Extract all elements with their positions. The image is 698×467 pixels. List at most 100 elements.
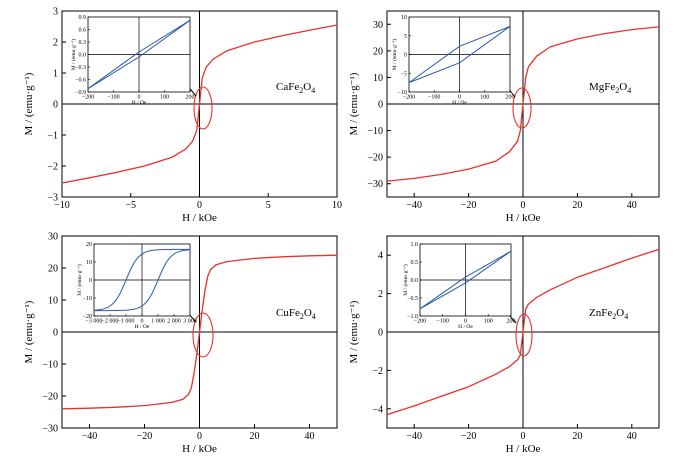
y-axis-label: M / (emu·g⁻¹): [23, 300, 35, 363]
inset-x-tick-label: 100: [160, 95, 169, 101]
y-tick-label: 30: [48, 232, 58, 243]
y-tick-label: 4: [378, 251, 383, 262]
inset-x-tick-label: −200: [414, 319, 426, 325]
inset-x-tick-label: 0: [458, 95, 461, 101]
x-tick-label: 0: [521, 200, 526, 211]
inset-x-tick-label: 200: [186, 95, 195, 101]
x-tick-label: 40: [627, 200, 637, 211]
y-tick-label: 10: [48, 296, 58, 307]
x-tick-label: −20: [461, 431, 477, 442]
inset-loop-ascending: [94, 249, 191, 312]
y-tick-label: 1: [53, 69, 58, 80]
y-tick-label: −2: [372, 366, 383, 377]
x-tick-label: 0: [521, 431, 526, 442]
inset-y-tick-label: −0.5: [407, 296, 418, 302]
highlight-ellipse: [193, 86, 213, 130]
x-tick-label: −10: [54, 200, 70, 211]
x-axis-label: H / kOe: [182, 443, 217, 455]
inset-y-axis-label: M / (emu·g⁻¹): [76, 264, 83, 296]
inset-y-tick-label: −0.3: [75, 65, 86, 71]
inset-y-tick-label: 0.6: [79, 28, 87, 34]
inset-y-tick-label: 0: [404, 53, 407, 59]
x-tick-label: 0: [197, 200, 202, 211]
y-tick-label: −1: [47, 131, 58, 142]
y-axis-label: M / (emu·g⁻¹): [23, 72, 35, 135]
inset-x-tick-label: −200: [403, 95, 415, 101]
inset-x-axis-label: H / Oe: [452, 100, 467, 106]
inset-x-tick-label: −200: [82, 95, 94, 101]
x-tick-label: 0: [197, 431, 202, 442]
inset-y-axis-label: M / (emu·g⁻¹): [70, 39, 77, 71]
x-tick-label: −40: [406, 431, 422, 442]
material-label: CaFe2O4: [276, 81, 315, 95]
x-axis-label: H / kOe: [506, 212, 541, 224]
y-tick-label: 3: [53, 7, 58, 18]
inset-y-tick-label: −0.9: [75, 90, 86, 96]
inset-x-tick-label: 200: [507, 319, 516, 325]
inset-y-tick-label: −20: [83, 314, 92, 320]
y-tick-label: 0: [53, 328, 58, 339]
inset-x-tick-label: −3 000: [86, 319, 103, 325]
y-tick-label: 20: [373, 46, 383, 57]
inset-ZnFe2O4: −200 −100 0 100 200 −1.0 −0.5 0.0 0.5 1.0 H / Oe M …: [402, 242, 516, 330]
inset-x-tick-label: 200: [506, 95, 515, 101]
inset-x-tick-label: 3 000: [183, 319, 197, 325]
x-tick-label: −5: [125, 200, 136, 211]
inset-y-tick-label: 0: [89, 278, 92, 284]
highlight-ellipse: [512, 87, 532, 129]
inset-CuFe2O4: −3 000 −2 000 −1 000 0 1 000 2 000 3 000 −20 −10…: [76, 242, 197, 330]
inset-loop-lower: [419, 250, 512, 310]
x-tick-label: 40: [305, 431, 315, 442]
inset-x-tick-label: 100: [480, 95, 489, 101]
inset-y-tick-label: 20: [86, 242, 92, 248]
inset-x-tick-label: −100: [107, 95, 119, 101]
y-tick-label: −4: [372, 404, 383, 415]
y-tick-label: 20: [48, 264, 58, 275]
y-tick-label: −10: [367, 126, 383, 137]
y-tick-label: −2: [47, 162, 58, 173]
material-label: MgFe2O4: [589, 81, 631, 95]
inset-x-tick-label: −2 000: [102, 319, 119, 325]
inset-loop-upper: [87, 19, 191, 90]
magnetization-curve: [61, 24, 338, 184]
y-tick-label: 0: [378, 328, 383, 339]
material-label: CuFe2O4: [276, 307, 316, 321]
inset-x-axis-label: H / Oe: [458, 324, 473, 330]
inset-x-tick-label: 0: [141, 319, 144, 325]
inset-loop-lower: [87, 19, 191, 90]
panel-CuFe2O4: −40 −20 0 20 40 −30 −20 −10 0 10 20 30 H / kOe M / (e…: [23, 232, 338, 455]
inset-y-tick-label: −5: [401, 71, 407, 77]
inset-x-tick-label: 100: [484, 319, 493, 325]
x-tick-label: 20: [250, 431, 260, 442]
y-tick-label: 30: [373, 20, 383, 31]
inset-loop-upper: [408, 25, 511, 84]
inset-y-tick-label: 0.3: [79, 40, 87, 46]
y-tick-label: −30: [42, 424, 58, 435]
inset-y-axis-label: M / (emu·g⁻¹): [391, 39, 398, 71]
inset-CaFe2O4: −200 −100 0 100 200 −0.9 −0.6 −0.3 0.0 0.3 0.6 0.9 H…: [70, 15, 195, 106]
inset-loop-lower: [408, 25, 511, 84]
inset-y-tick-label: 10: [401, 15, 407, 21]
x-tick-label: 10: [332, 200, 342, 211]
highlight-ellipse: [515, 313, 533, 357]
inset-MgFe2O4: −200 −100 0 100 200 −10 −5 0 5 10 H / Oe M / (emu·g…: [391, 15, 515, 106]
magnetization-curve: [386, 26, 660, 182]
inset-loop-descending: [93, 248, 190, 311]
inset-y-tick-label: 0.9: [79, 15, 87, 21]
x-tick-label: 20: [572, 200, 582, 211]
highlight-ellipse: [192, 312, 214, 358]
y-tick-label: 0: [378, 100, 383, 111]
inset-y-tick-label: 1.0: [411, 242, 419, 248]
inset-x-tick-label: 1 000: [151, 319, 165, 325]
inset-y-tick-label: 0.0: [411, 278, 419, 284]
inset-x-tick-label: −100: [428, 95, 440, 101]
y-tick-label: −20: [42, 392, 58, 403]
x-tick-label: 5: [266, 200, 271, 211]
inset-y-tick-label: 5: [404, 34, 407, 40]
y-tick-label: −3: [47, 193, 58, 204]
y-axis-label: M / (emu·g⁻¹): [348, 72, 360, 135]
